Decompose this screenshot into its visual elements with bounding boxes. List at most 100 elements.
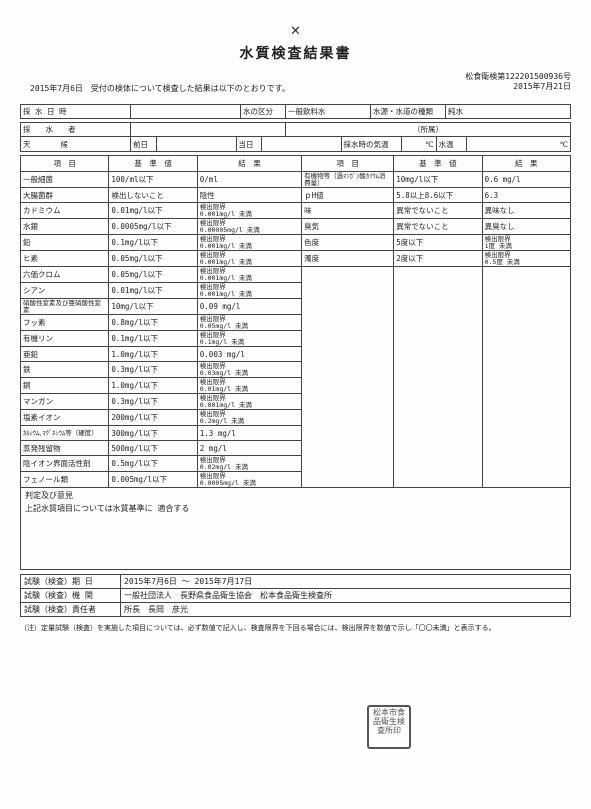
table-cell: カドミウム (21, 203, 109, 219)
table-cell: 0.01mg/l以下 (109, 283, 197, 299)
col-std-right: 基 準 値 (394, 156, 482, 172)
weather-label: 天 候 (21, 137, 131, 152)
table-cell: 0.05mg/l以下 (109, 267, 197, 283)
table-cell: 検出限界1度 未満 (482, 235, 570, 251)
table-cell: 10mg/l以下 (109, 299, 197, 315)
table-cell: 臭気 (302, 219, 394, 235)
table-cell: 0.05mg/l以下 (109, 251, 197, 267)
table-cell: 5度以下 (394, 235, 482, 251)
footnote: （注）定量試験（検査）を実施した項目については、必ず数値で記入し、検査限界を下回… (20, 623, 571, 633)
water-temp-label: 水温 (436, 137, 466, 151)
test-period-label: 試験（検査）期 日 (21, 575, 121, 589)
official-stamp: 松本市食品衛生検査所印 (367, 705, 411, 749)
table-cell: 水銀 (21, 219, 109, 235)
table-cell: 異常でないこと (394, 203, 482, 219)
table-cell: 検出限界0.001mg/l 未満 (197, 267, 301, 283)
table-cell: マンガン (21, 394, 109, 410)
sampling-datetime-label: 採 水 日 時 (21, 105, 131, 119)
table-cell: フェノール類 (21, 472, 109, 488)
table-cell: 検出限界0.01mg/l 未満 (197, 378, 301, 394)
table-cell: 0.005mg/l以下 (109, 472, 197, 488)
table-cell: ｶﾙｼｳﾑ､ﾏｸﾞﾈｼｳﾑ等（硬度） (21, 426, 109, 441)
table-cell: ｐH値 (302, 188, 394, 203)
logo-mark: ✕ (20, 20, 571, 39)
table-cell: 検出限界0.5度 未満 (482, 251, 570, 267)
table-cell: 0.01mg/l以下 (109, 203, 197, 219)
table-cell: 異臭なし (482, 219, 570, 235)
table-cell: 5.8以上8.6以下 (394, 188, 482, 203)
test-period-value: 2015年7月6日 ～ 2015年7月17日 (121, 575, 571, 589)
table-cell: 0.003 mg/l (197, 347, 301, 362)
affiliation-label: （所属） (286, 123, 571, 137)
table-cell: 検出限界0.00005mg/l 未満 (197, 219, 301, 235)
table-cell: 10mg/l以下 (394, 172, 482, 188)
table-cell: 異常でないこと (394, 219, 482, 235)
table-cell: 一般細菌 (21, 172, 109, 188)
table-cell: 0.3mg/l以下 (109, 362, 197, 378)
table-cell: 検出限界0.02mg/l 未満 (197, 456, 301, 472)
table-cell: 0.1mg/l以下 (109, 331, 197, 347)
table-cell: 0.8mg/l以下 (109, 315, 197, 331)
table-cell: 検出限界0.001mg/l 未満 (197, 251, 301, 267)
water-class-label: 水の区分 (241, 105, 286, 119)
temp-label: 採水時の気温 (341, 137, 401, 151)
doc-number: 松食衛検第122201500936号 (465, 72, 571, 82)
table-cell: 陰性 (197, 188, 301, 203)
table-cell: 検出限界0.001mg/l 未満 (197, 394, 301, 410)
table-cell: 0.1mg/l以下 (109, 235, 197, 251)
table-cell: 100/ml以下 (109, 172, 197, 188)
table-cell: 2 mg/l (197, 441, 301, 456)
intro-date: 2015年7月6日 (30, 84, 83, 93)
table-cell: 検出限界0.0005mg/l 未満 (197, 472, 301, 488)
table-cell: 蒸発残留物 (21, 441, 109, 456)
resp-value: 所長 長岡 彦光 (121, 603, 571, 617)
table-cell: 検出限界0.001mg/l 未満 (197, 203, 301, 219)
table-cell: 銅 (21, 378, 109, 394)
table-cell: 亜鉛 (21, 347, 109, 362)
table-cell-empty (394, 267, 482, 488)
table-cell: 検出限界0.1mg/l 未満 (197, 331, 301, 347)
today-value (261, 137, 341, 151)
today-label: 当日 (236, 137, 261, 151)
doc-date: 2015年7月21日 (465, 82, 571, 92)
table-cell: 鉄 (21, 362, 109, 378)
table-cell: 1.0mg/l以下 (109, 347, 197, 362)
table-cell: 六価クロム (21, 267, 109, 283)
table-cell: 色度 (302, 235, 394, 251)
temp-unit: ℃ (401, 137, 436, 151)
table-cell: 大腸菌群 (21, 188, 109, 203)
table-cell: 0/ml (197, 172, 301, 188)
table-cell: 300mg/l以下 (109, 426, 197, 441)
table-cell: 2度以下 (394, 251, 482, 267)
water-class-value: 一般飲料水 (286, 105, 371, 119)
col-res-left: 結 果 (197, 156, 301, 172)
header-table-1: 採 水 日 時 水の区分 一般飲料水 水源・水道の種類 純水 (20, 104, 571, 119)
document-title: 水質検査結果書 (20, 43, 571, 63)
table-cell: 陰イオン界面活性剤 (21, 456, 109, 472)
table-cell: 検出しないこと (109, 188, 197, 203)
intro-text: 受付の検体について検査した結果は以下のとおりです。 (91, 84, 290, 93)
table-cell: 0.5mg/l以下 (109, 456, 197, 472)
org-value: 一般社団法人 長野県食品衛生協会 松本食品衛生検査所 (121, 589, 571, 603)
water-temp-unit: ℃ (466, 137, 570, 151)
table-cell: ヒ素 (21, 251, 109, 267)
org-label: 試験（検査）機 関 (21, 589, 121, 603)
table-cell: 1.3 mg/l (197, 426, 301, 441)
page: ✕ 水質検査結果書 松食衛検第122201500936号 2015年7月21日 … (0, 0, 591, 809)
table-cell: 検出限界0.03mg/l 未満 (197, 362, 301, 378)
weather-sub-table: 前日 当日 採水時の気温 ℃ 水温 ℃ (131, 137, 570, 151)
prev-day-value (156, 137, 236, 151)
col-res-right: 結 果 (482, 156, 570, 172)
col-std-left: 基 準 値 (109, 156, 197, 172)
table-cell: 0.0005mg/l以下 (109, 219, 197, 235)
table-cell: 有機物等（過ﾏﾝｶﾞﾝ酸ｶﾘｳﾑ消費量） (302, 172, 394, 188)
col-item-right: 項 目 (302, 156, 394, 172)
source-type-label: 水源・水道の種類 (371, 105, 446, 119)
sampling-datetime-value (131, 105, 241, 119)
results-table: 項 目 基 準 値 結 果 項 目 基 準 値 結 果 一般細菌100/ml以下… (20, 155, 571, 488)
prev-day-label: 前日 (131, 137, 156, 151)
table-cell: 検出限界0.001mg/l 未満 (197, 235, 301, 251)
judgement-label: 判定及び意見 (25, 490, 566, 501)
table-cell: 検出限界0.2mg/l 未満 (197, 410, 301, 426)
table-cell: 0.09 mg/l (197, 299, 301, 315)
